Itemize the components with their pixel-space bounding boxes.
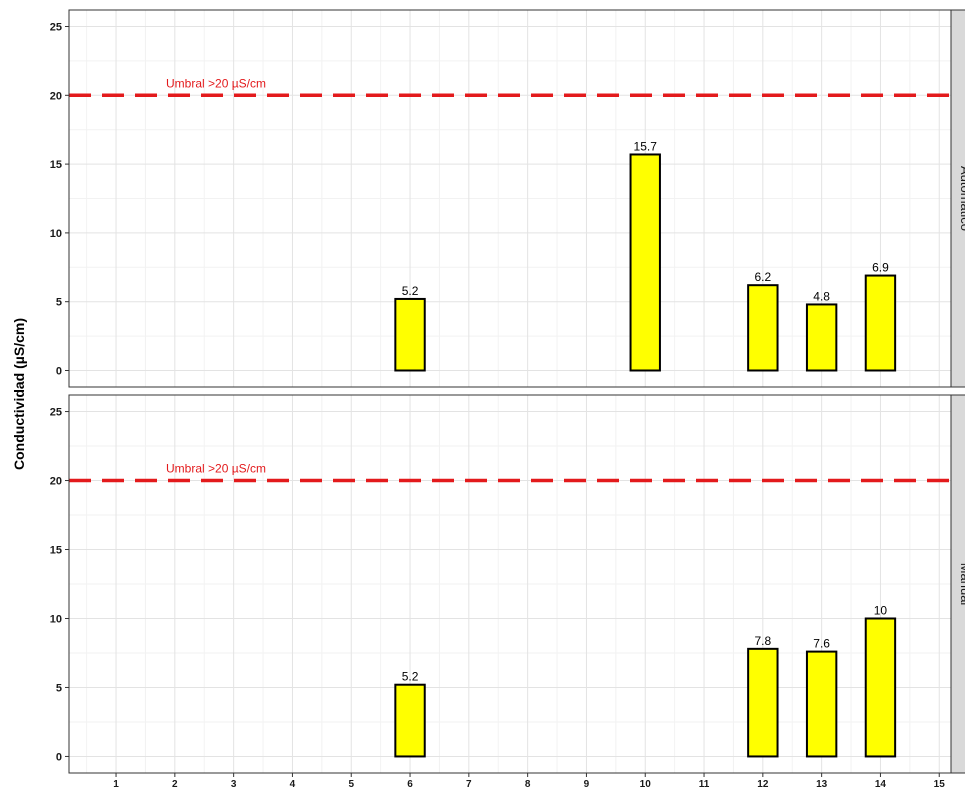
y-tick-label: 20	[50, 90, 62, 102]
x-tick-label: 5	[348, 779, 354, 789]
bar-value-label: 6.2	[754, 270, 771, 284]
bar-value-label: 6.9	[872, 261, 889, 275]
x-tick-label: 9	[584, 779, 590, 789]
x-tick-label: 13	[816, 779, 828, 789]
x-tick-label: 6	[407, 779, 413, 789]
y-tick-label: 5	[56, 297, 62, 309]
y-tick-label: 10	[50, 228, 62, 240]
y-tick-label: 25	[50, 22, 62, 34]
y-tick-label: 25	[50, 407, 62, 419]
y-tick-label: 10	[50, 613, 62, 625]
bar	[805, 650, 838, 758]
facet-strip	[950, 394, 965, 774]
x-tick-label: 14	[875, 779, 887, 789]
x-tick-label: 8	[525, 779, 531, 789]
y-tick-label: 15	[50, 159, 62, 171]
y-tick-label: 0	[56, 751, 62, 763]
bar-value-label: 7.8	[754, 634, 771, 648]
bar	[864, 274, 897, 372]
y-tick-label: 0	[56, 365, 62, 377]
bar-value-label: 10	[874, 603, 888, 617]
y-axis-label: Conductividad (µS/cm)	[11, 318, 27, 470]
threshold-label: Umbral >20 µS/cm	[166, 76, 266, 90]
bar-value-label: 7.6	[813, 637, 830, 651]
bar	[747, 647, 779, 758]
x-tick-label: 11	[699, 779, 710, 789]
x-tick-label: 15	[934, 779, 946, 789]
bar	[394, 297, 426, 372]
y-tick-label: 15	[50, 545, 62, 557]
bar	[864, 617, 897, 758]
x-tick-label: 7	[466, 779, 472, 789]
bar-value-label: 4.8	[813, 289, 830, 303]
x-tick-label: 10	[640, 779, 652, 789]
bar	[805, 303, 838, 372]
bar	[629, 153, 661, 372]
x-tick-label: 12	[757, 779, 769, 789]
y-tick-label: 20	[50, 476, 62, 488]
x-tick-label: 4	[290, 779, 296, 789]
y-tick-label: 5	[56, 682, 62, 694]
bar	[394, 683, 426, 758]
bar-value-label: 5.2	[402, 284, 419, 298]
bar	[747, 284, 779, 372]
x-tick-label: 2	[172, 779, 178, 789]
x-tick-label: 3	[231, 779, 237, 789]
x-tick-label: 1	[113, 779, 119, 789]
bar-value-label: 5.2	[402, 670, 419, 684]
facet-strip-label: Manual	[958, 563, 965, 606]
bar-value-label: 15.7	[634, 139, 658, 153]
facet-strip-label: Automático	[958, 166, 965, 231]
facet-strip	[950, 9, 965, 388]
threshold-label: Umbral >20 µS/cm	[166, 462, 266, 476]
